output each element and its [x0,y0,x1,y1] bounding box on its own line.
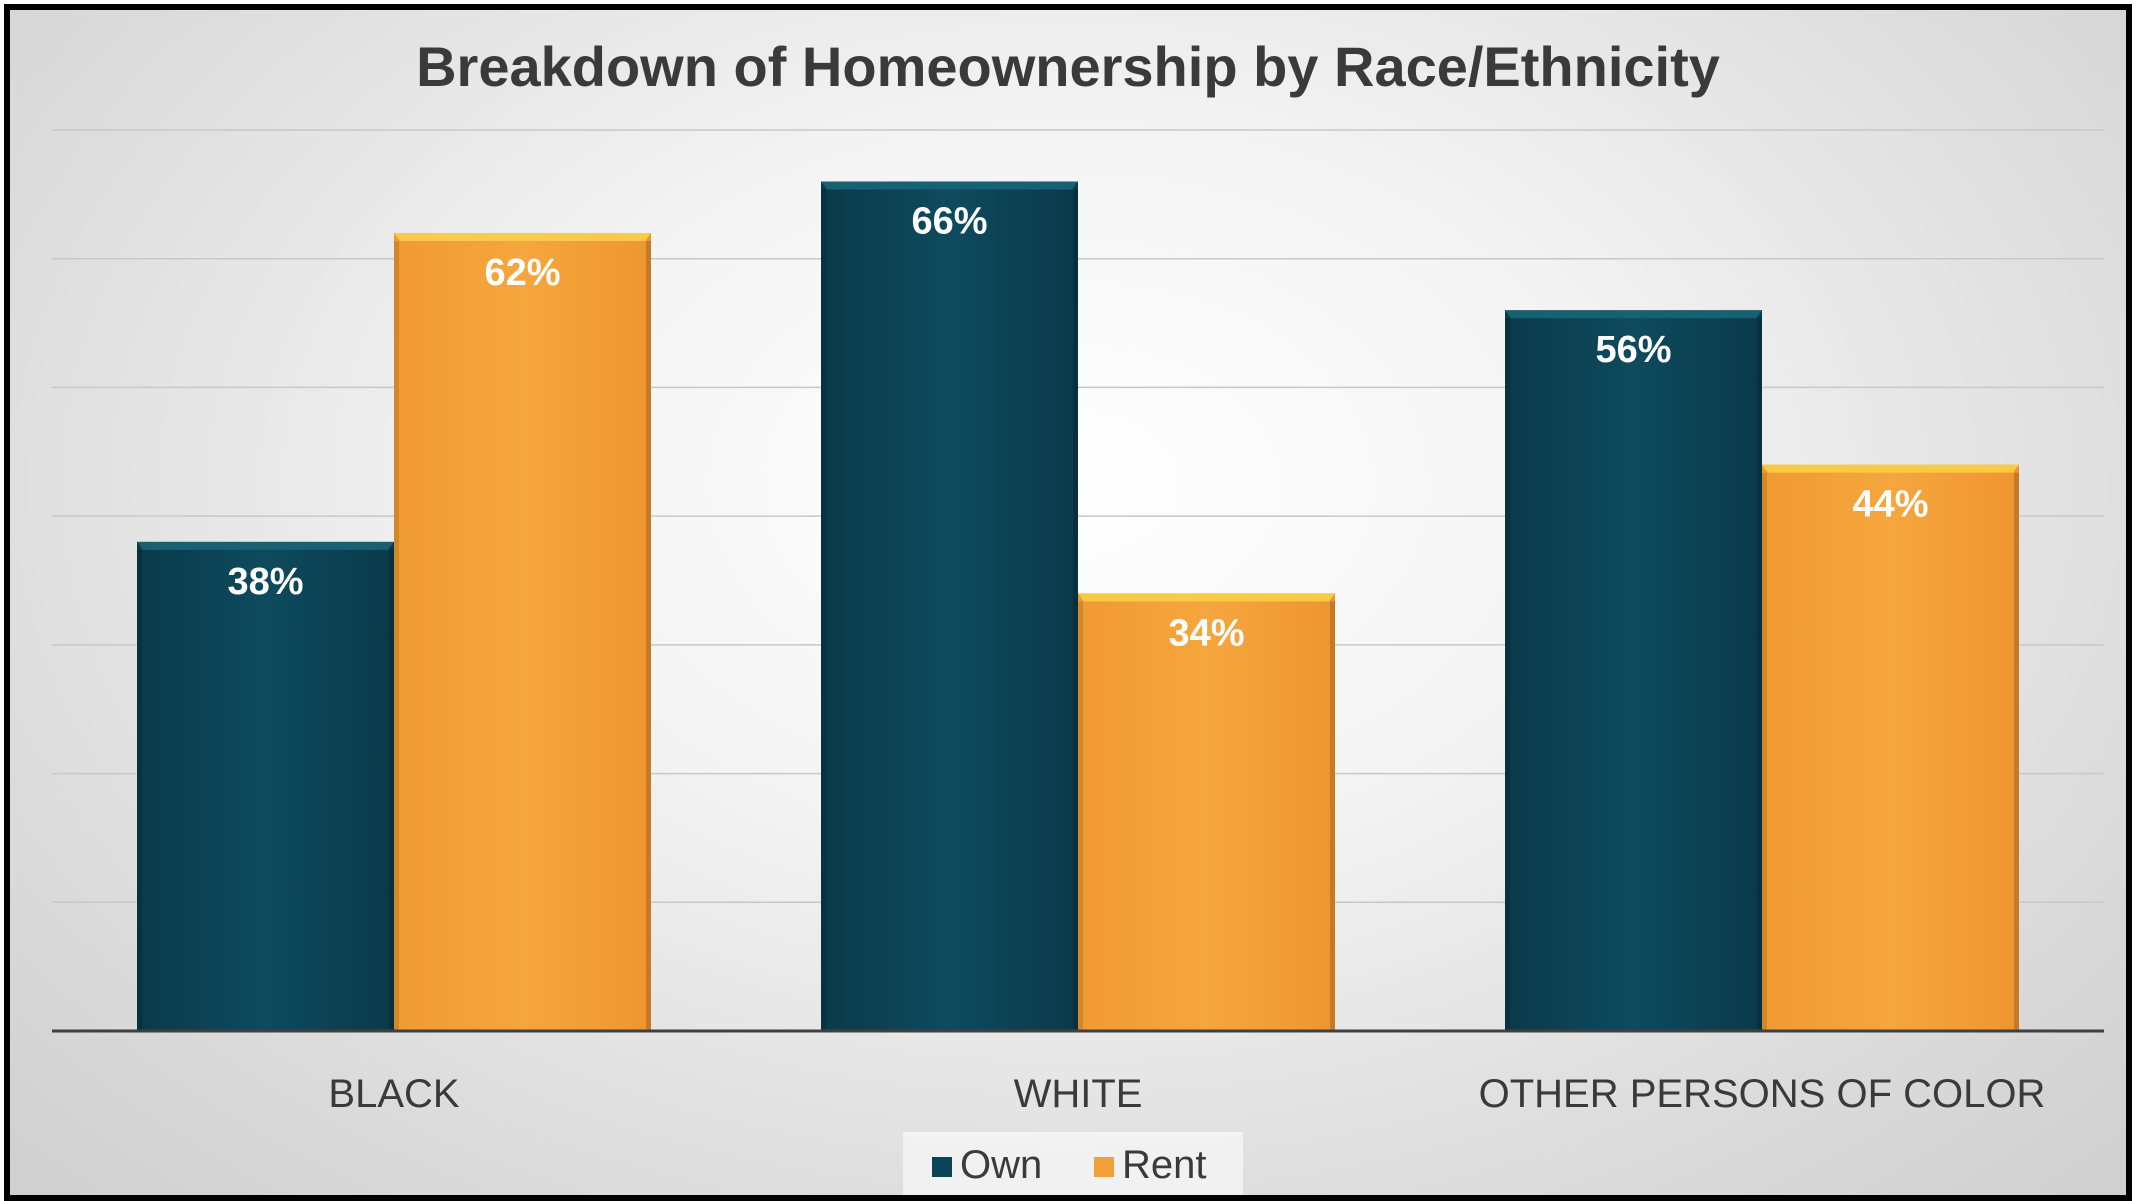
bar-own-1 [137,541,394,1031]
data-label: 34% [1168,612,1244,654]
chart-title: Breakdown of Homeownership by Race/Ethni… [416,35,1720,98]
bar-bevel [1330,601,1335,1031]
bar-bevel [394,240,399,1031]
bar-bevel [1762,472,1767,1032]
bar-bevel [389,549,394,1031]
legend-swatch-own [932,1157,952,1177]
category-label: WHITE [1014,1072,1143,1116]
data-label: 38% [227,561,303,603]
chart-canvas: Breakdown of Homeownership by Race/Ethni… [52,35,2104,1195]
legend-swatch-rent [1094,1157,1114,1177]
legend-box [903,1132,1243,1195]
legend-label-own: Own [960,1143,1042,1187]
data-label: 56% [1595,329,1671,371]
bar-bevel [394,232,651,241]
bar-rent-2 [1078,593,1335,1031]
bar-bevel [137,541,394,550]
bar-bevel [821,181,1078,190]
bar-own-2 [821,181,1078,1031]
bar-bevel [2014,472,2019,1032]
chart-frame: Breakdown of Homeownership by Race/Ethni… [4,4,2132,1201]
category-label: BLACK [328,1072,459,1116]
bar-bevel [137,549,142,1031]
bar-bevel [1757,318,1762,1031]
bar-bevel [1505,310,1762,319]
data-labels: 38% 62% 66% 34% 56% 44% [227,200,1928,654]
legend-label-rent: Rent [1122,1143,1207,1187]
bar-bevel [1073,189,1078,1031]
bar-bevel [1078,593,1335,602]
bar-bevel [646,240,651,1031]
legend: Own Rent [903,1132,1243,1195]
data-label: 44% [1852,484,1928,526]
data-label: 62% [484,252,560,294]
category-label: OTHER PERSONS OF COLOR [1479,1072,2046,1116]
bar-rent-3 [1762,464,2019,1032]
data-label: 66% [911,200,987,242]
bars [137,181,2019,1032]
bar-bevel [1505,318,1510,1031]
bar-own-3 [1505,310,1762,1031]
category-labels: BLACK WHITE OTHER PERSONS OF COLOR [328,1072,2045,1116]
bar-rent-1 [394,232,651,1031]
bar-bevel [1078,601,1083,1031]
bar-bevel [1762,464,2019,473]
bar-bevel [821,189,826,1031]
